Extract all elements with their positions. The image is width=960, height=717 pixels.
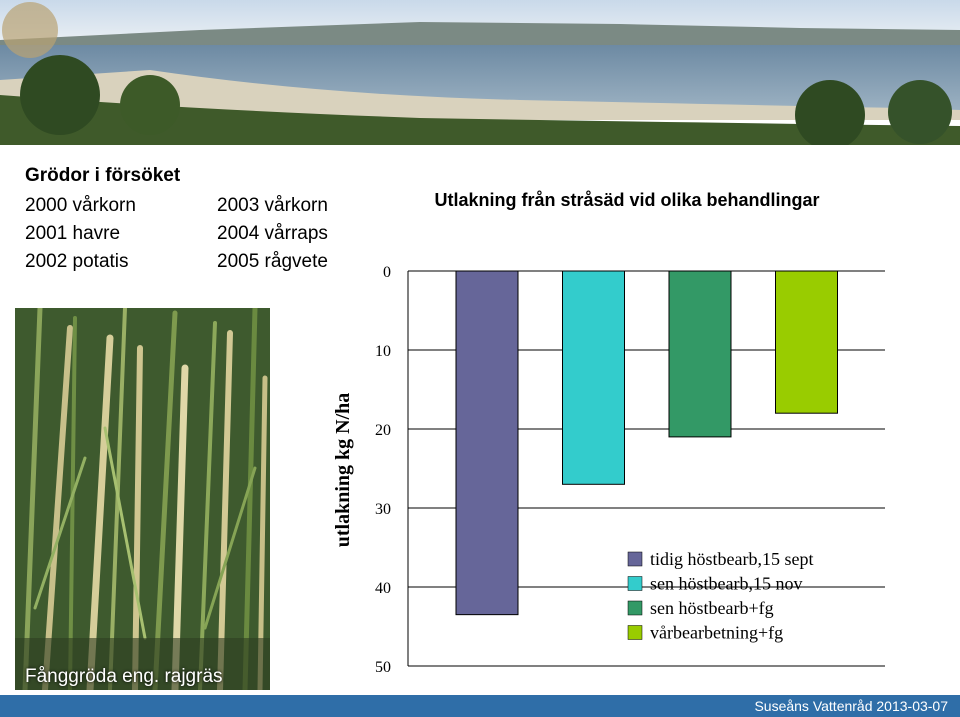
crop-item: 2003 vårkorn: [217, 195, 328, 216]
crop-item: 2005 rågvete: [217, 251, 328, 272]
footer-text: Suseåns Vattenråd 2013-03-07: [754, 698, 948, 714]
crop-item: 2001 havre: [25, 223, 121, 244]
crop-item: 2002 potatis: [25, 251, 129, 272]
photo-caption: Fånggröda eng. rajgräs: [25, 666, 223, 687]
y-tick-label: 10: [375, 343, 391, 360]
legend-swatch: [627, 576, 643, 591]
bar: [562, 270, 625, 485]
legend-label: tidig höstbearb,15 sept: [650, 549, 813, 569]
legend-label: sen höstbearb,15 nov: [650, 574, 802, 594]
crop-list: Grödor i försöket 2000 vårkorn 2001 havr…: [25, 165, 375, 272]
legend-swatch: [627, 600, 643, 616]
legend-label: sen höstbearb+fg: [650, 598, 774, 618]
bar: [455, 270, 519, 616]
y-tick-label: 0: [383, 264, 391, 281]
bar: [668, 270, 732, 438]
y-axis-label: utlakning kg N/ha: [332, 393, 354, 548]
crop-item: 2000 vårkorn: [25, 195, 136, 216]
crop-item: 2004 vårraps: [217, 223, 328, 244]
y-tick-label: 40: [375, 580, 391, 597]
y-tick-label: 50: [375, 659, 391, 676]
footer-bar: Suseåns Vattenråd 2013-03-07: [0, 695, 960, 717]
y-tick-label: 20: [375, 422, 391, 439]
bar: [775, 270, 838, 414]
legend-swatch: [627, 551, 643, 567]
ryegrass-photo: Fånggröda eng. rajgräs: [15, 308, 270, 690]
legend-label: vårbearbetning+fg: [650, 623, 783, 643]
y-tick-label: 30: [375, 501, 391, 518]
landscape-banner-image: [0, 0, 960, 145]
crop-list-heading: Grödor i försöket: [25, 165, 181, 186]
legend-swatch: [627, 625, 643, 640]
chart-title: Utlakning från stråsäd vid olika behandl…: [434, 190, 819, 210]
